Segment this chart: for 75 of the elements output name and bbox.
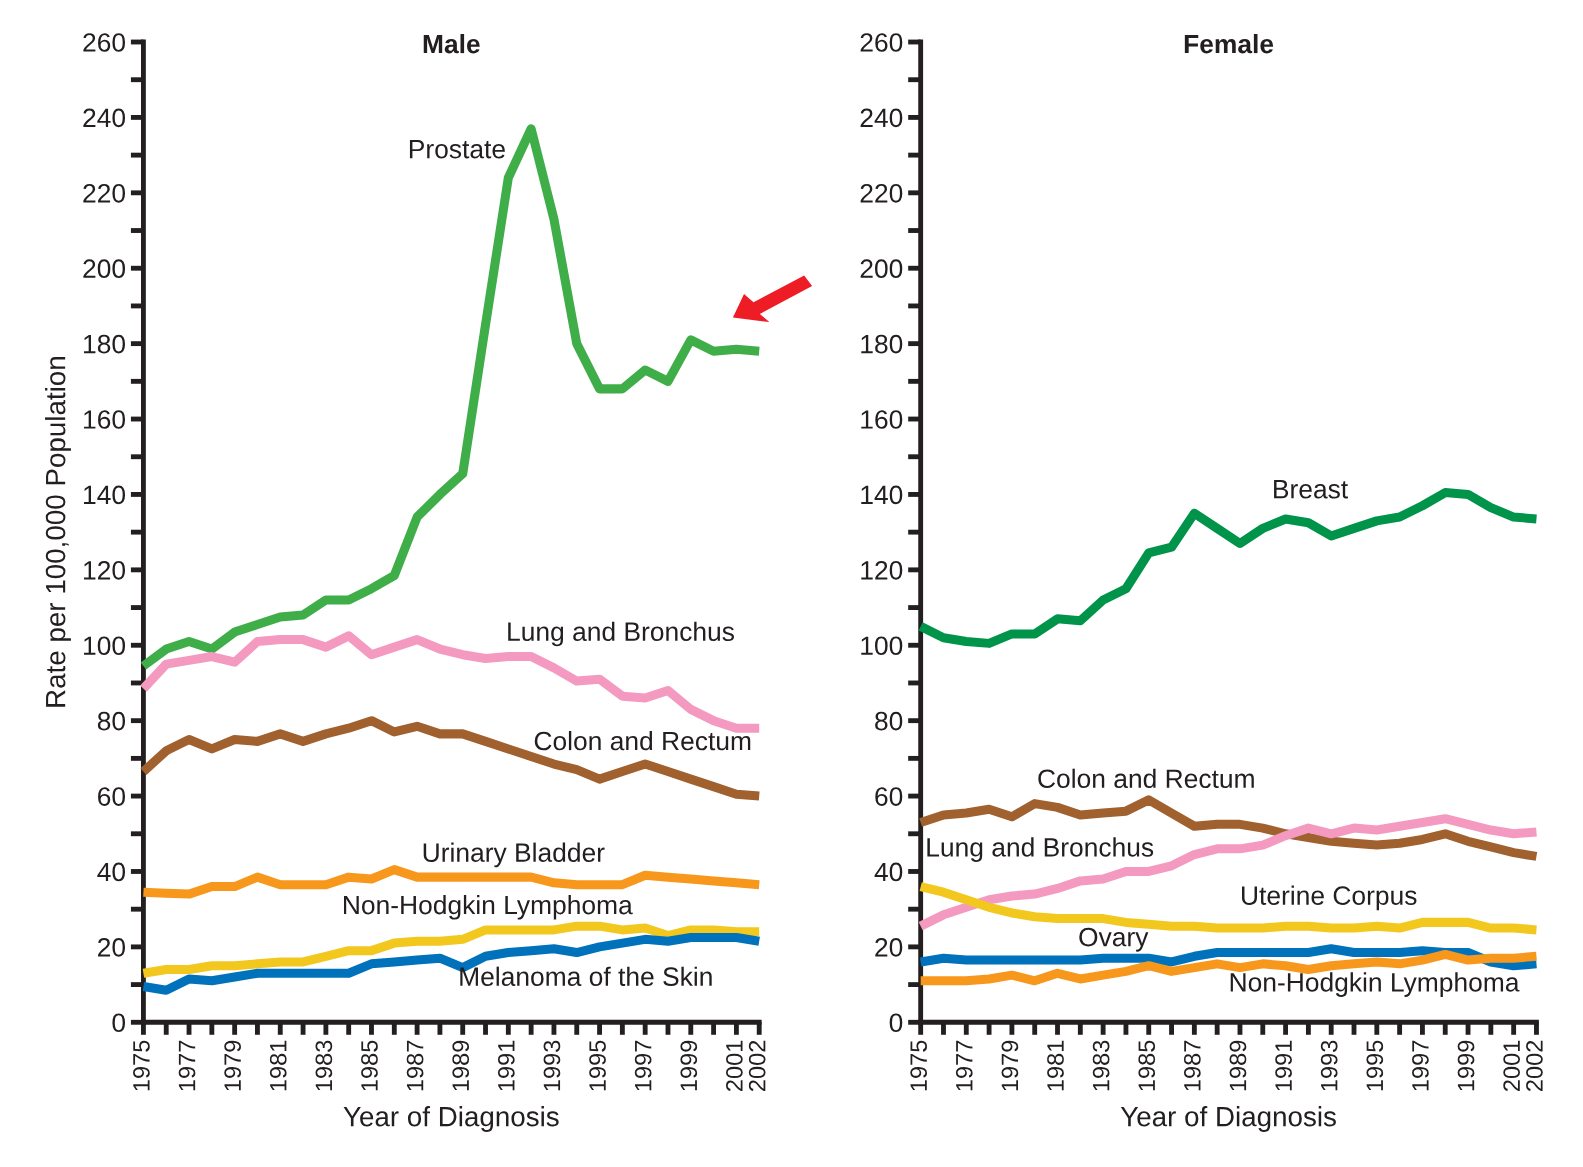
x-tick-label: 2002 [748, 1040, 766, 1091]
x-tick-label: 1977 [955, 1040, 973, 1091]
series-label: Non-Hodgkin Lymphoma [1230, 972, 1520, 997]
series-label: Breast [1274, 480, 1348, 499]
x-tick-label: 1991 [497, 1040, 515, 1091]
x-tick-label: 1987 [1183, 1040, 1201, 1091]
y-tick-label: 180 [84, 334, 126, 354]
x-tick-label: 2001 [726, 1040, 743, 1091]
x-axis-title: Year of Diagnosis [1120, 1106, 1336, 1132]
x-tick-label: 1989 [452, 1040, 470, 1091]
y-tick-label: 140 [861, 485, 903, 505]
x-tick-label: 1995 [589, 1040, 606, 1091]
x-tick-label: 1995 [1366, 1040, 1384, 1091]
chart-title: Female [1184, 34, 1274, 54]
x-tick-label: 1975 [910, 1040, 928, 1091]
series-label: Colon and Rectum [1038, 768, 1254, 789]
chart-title: Male [423, 34, 480, 54]
x-tick-label: 1979 [1001, 1040, 1019, 1091]
y-tick-label: 240 [83, 108, 126, 128]
y-tick-label: 60 [98, 787, 126, 806]
x-tick-label: 1981 [269, 1040, 287, 1091]
series-label: Colon and Rectum [534, 730, 751, 751]
x-tick-label: 1977 [178, 1040, 196, 1091]
series-label: Ovary [1079, 927, 1149, 952]
series-label: Melanoma of the Skin [460, 966, 712, 987]
x-tick-label: 1985 [1138, 1040, 1156, 1091]
x-tick-label: 1997 [634, 1040, 652, 1091]
y-tick-label: 60 [875, 787, 903, 806]
y-tick-label: 160 [861, 410, 903, 429]
y-tick-label: 20 [875, 938, 903, 957]
x-tick-label: 1993 [1320, 1040, 1338, 1091]
y-tick-label: 40 [874, 862, 903, 882]
x-tick-label: 2001 [1503, 1040, 1520, 1091]
y-tick-label: 120 [861, 560, 903, 580]
y-tick-label: 0 [112, 1013, 126, 1033]
y-tick-label: 20 [98, 938, 126, 957]
x-tick-label: 1997 [1412, 1040, 1429, 1091]
y-tick-label: 80 [875, 711, 903, 731]
x-tick-label: 1987 [406, 1040, 424, 1091]
x-tick-label: 1989 [1229, 1040, 1247, 1091]
y-tick-label: 40 [97, 862, 126, 882]
x-tick-label: 1993 [543, 1040, 561, 1091]
x-tick-label: 1981 [1047, 1040, 1064, 1091]
y-tick-label: 80 [97, 711, 126, 731]
y-tick-label: 220 [860, 183, 903, 203]
y-tick-label: 100 [861, 636, 903, 656]
y-axis-title: Rate per 100,000 Population [45, 357, 71, 707]
x-tick-label: 1999 [680, 1040, 698, 1091]
y-tick-label: 120 [84, 560, 126, 580]
x-tick-label: 1979 [224, 1040, 241, 1091]
y-tick-label: 140 [84, 485, 126, 505]
y-tick-label: 0 [889, 1013, 903, 1033]
y-tick-label: 160 [84, 410, 126, 429]
x-tick-label: 1991 [1275, 1040, 1292, 1091]
x-tick-label: 2002 [1526, 1040, 1543, 1091]
x-tick-label: 1983 [1092, 1040, 1110, 1091]
y-tick-label: 260 [83, 33, 126, 52]
y-tick-label: 100 [84, 636, 126, 656]
y-tick-label: 180 [861, 334, 903, 354]
y-tick-label: 200 [83, 259, 126, 279]
series-label: Non-Hodgkin Lymphoma [344, 895, 633, 920]
y-tick-label: 240 [860, 108, 903, 128]
series-label: Urinary Bladder [423, 842, 605, 868]
x-tick-label: 1985 [361, 1040, 378, 1091]
y-tick-label: 220 [83, 183, 126, 203]
x-axis-title: Year of Diagnosis [343, 1106, 559, 1132]
x-tick-label: 1983 [315, 1040, 333, 1091]
series-label: Lung and Bronchus [927, 837, 1154, 862]
y-tick-label: 260 [860, 33, 903, 52]
x-tick-label: 1999 [1457, 1040, 1475, 1091]
y-tick-label: 200 [860, 259, 903, 279]
series-label: Lung and Bronchus [508, 621, 734, 647]
series-label: Prostate [409, 140, 505, 159]
series-label: Uterine Corpus [1242, 885, 1417, 911]
x-tick-label: 1975 [133, 1040, 150, 1091]
